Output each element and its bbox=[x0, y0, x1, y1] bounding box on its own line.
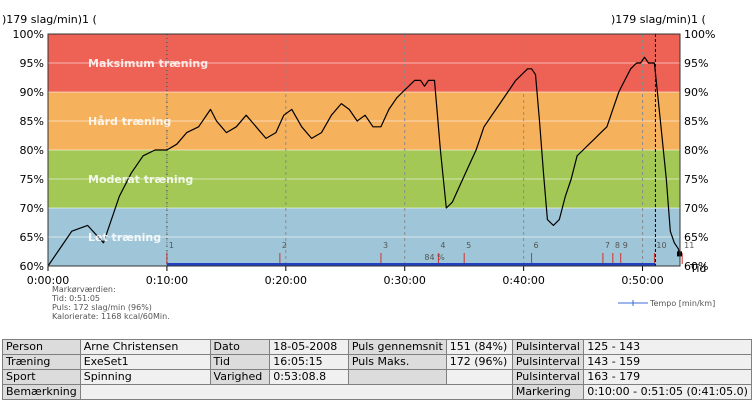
x-axis-title: Tid bbox=[689, 262, 706, 275]
lap-label: 9 bbox=[623, 241, 628, 250]
info-row: Bemærkning Markering 0:10:00 - 0:51:05 (0:… bbox=[2, 384, 752, 400]
info-value: 172 (96%) bbox=[445, 354, 513, 370]
marker-info-line: Puls: 172 slag/min (96%) bbox=[52, 303, 152, 312]
info-label: Pulsinterval bbox=[511, 369, 585, 385]
y-tick-label-right: 70% bbox=[684, 202, 708, 215]
info-label: Pulsinterval bbox=[511, 354, 585, 370]
info-label: Person bbox=[2, 339, 81, 355]
info-label: Bemærkning bbox=[2, 384, 81, 400]
info-value bbox=[79, 384, 513, 400]
info-label: Pulsinterval bbox=[511, 339, 585, 355]
y-tick-label-right: 80% bbox=[684, 144, 708, 157]
lap-label: 7 bbox=[605, 241, 610, 250]
info-label: Træning bbox=[2, 354, 81, 370]
y-tick-label-right: 60% bbox=[684, 260, 708, 273]
heart-rate-chart: Maksimum træning Hård træning Moderat træn… bbox=[2, 13, 715, 321]
info-value: Spinning bbox=[79, 369, 211, 385]
info-value: 0:10:00 - 0:51:05 (0:41:05.0) bbox=[583, 384, 752, 400]
x-tick-label: 0:10:00 bbox=[146, 274, 188, 287]
y-tick-label-left: 65% bbox=[20, 231, 44, 244]
info-value: ExeSet1 bbox=[79, 354, 211, 370]
info-value bbox=[445, 369, 513, 385]
y-tick-label-right: 65% bbox=[684, 231, 708, 244]
lap-label: 3 bbox=[383, 241, 388, 250]
x-tick-label: 0:00:00 bbox=[27, 274, 69, 287]
plot-frame bbox=[47, 33, 681, 267]
info-label: Markering bbox=[511, 384, 585, 400]
y-tick-label-left: 85% bbox=[20, 115, 44, 128]
info-row: Sport Spinning Varighed 0:53:08.8 Pulsinterv… bbox=[2, 369, 752, 385]
info-value: 16:05:15 bbox=[269, 354, 349, 370]
info-label: Varighed bbox=[209, 369, 271, 385]
info-value: Arne Christensen bbox=[79, 339, 211, 355]
y-axis-title-right: )179 slag/min)1 ( bbox=[611, 13, 706, 26]
lap-label: 4 bbox=[440, 241, 445, 250]
y-axis-title-left: )179 slag/min)1 ( bbox=[2, 13, 97, 26]
lap-label: 11 bbox=[684, 241, 694, 250]
zone-label-0: Maksimum træning bbox=[88, 57, 208, 70]
y-tick-label-right: 75% bbox=[684, 173, 708, 186]
info-value: 0:53:08.8 bbox=[269, 369, 349, 385]
y-tick-label-left: 75% bbox=[20, 173, 44, 186]
hr-series-line bbox=[47, 56, 681, 267]
y-tick-label-right: 95% bbox=[684, 57, 708, 70]
x-tick-label: 0:40:00 bbox=[502, 274, 544, 287]
y-tick-label-left: 70% bbox=[20, 202, 44, 215]
x-tick-label: 0:50:00 bbox=[621, 274, 663, 287]
info-label: Puls gennemsnit bbox=[347, 339, 447, 355]
lap-label: 1 bbox=[169, 241, 174, 250]
legend-label: Tempo [min/km] bbox=[649, 299, 715, 308]
marker-info-line: Kalorierate: 1168 kcal/60Min. bbox=[52, 312, 170, 321]
x-tick-label: 0:20:00 bbox=[265, 274, 307, 287]
x-tick-label: 0:30:00 bbox=[384, 274, 426, 287]
y-tick-label-right: 90% bbox=[684, 86, 708, 99]
selection-bar bbox=[166, 263, 656, 266]
y-tick-label-left: 80% bbox=[20, 144, 44, 157]
info-label: Sport bbox=[2, 369, 81, 385]
info-row: Person Arne Christensen Dato 18-05-2008 Puls… bbox=[2, 339, 752, 355]
zone-label-1: Hård træning bbox=[88, 115, 171, 128]
zone-label-3: Let træning bbox=[88, 231, 161, 244]
info-value: 151 (84%) bbox=[445, 339, 513, 355]
marker-info-line: Tid: 0:51:05 bbox=[51, 294, 100, 303]
lap-label: 5 bbox=[466, 241, 471, 250]
info-value: 143 - 159 bbox=[583, 354, 752, 370]
info-value: 18-05-2008 bbox=[269, 339, 349, 355]
lap-label: 8 bbox=[615, 241, 620, 250]
info-value: 125 - 143 bbox=[583, 339, 752, 355]
y-tick-label-right: 100% bbox=[684, 28, 715, 41]
lap-label: 2 bbox=[282, 241, 287, 250]
y-tick-label-left: 95% bbox=[20, 57, 44, 70]
info-table: Person Arne Christensen Dato 18-05-2008 Puls… bbox=[2, 339, 752, 400]
info-value: 163 - 179 bbox=[583, 369, 752, 385]
lap-peak-text: 84 % bbox=[424, 253, 445, 262]
y-tick-label-left: 60% bbox=[20, 260, 44, 273]
y-tick-label-left: 90% bbox=[20, 86, 44, 99]
marker-info-line: Markørværdien: bbox=[52, 285, 116, 294]
info-label: Puls Maks. bbox=[347, 354, 447, 370]
info-label: Tid bbox=[209, 354, 271, 370]
y-tick-label-right: 85% bbox=[684, 115, 708, 128]
zone-label-2: Moderat træning bbox=[88, 173, 193, 186]
info-label bbox=[347, 369, 447, 385]
lap-label: 10 bbox=[656, 241, 666, 250]
lap-label: 6 bbox=[534, 241, 539, 250]
info-label: Dato bbox=[209, 339, 271, 355]
y-tick-label-left: 100% bbox=[13, 28, 44, 41]
info-row: Træning ExeSet1 Tid 16:05:15 Puls Maks. 172 (… bbox=[2, 354, 752, 370]
